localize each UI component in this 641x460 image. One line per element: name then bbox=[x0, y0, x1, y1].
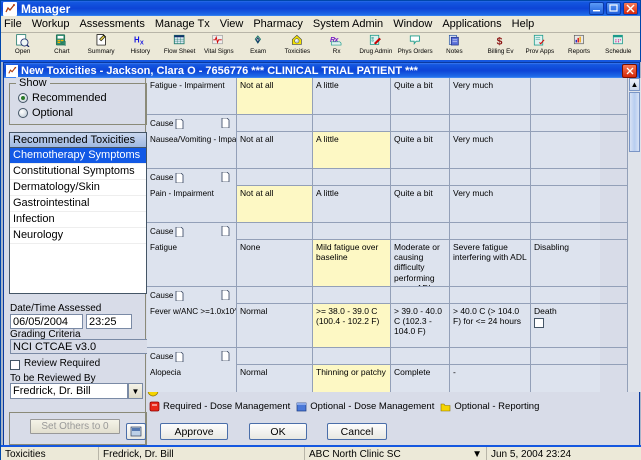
svg-text:H: H bbox=[134, 35, 140, 44]
svg-text:X: X bbox=[140, 40, 144, 46]
svg-text:$: $ bbox=[497, 36, 503, 47]
